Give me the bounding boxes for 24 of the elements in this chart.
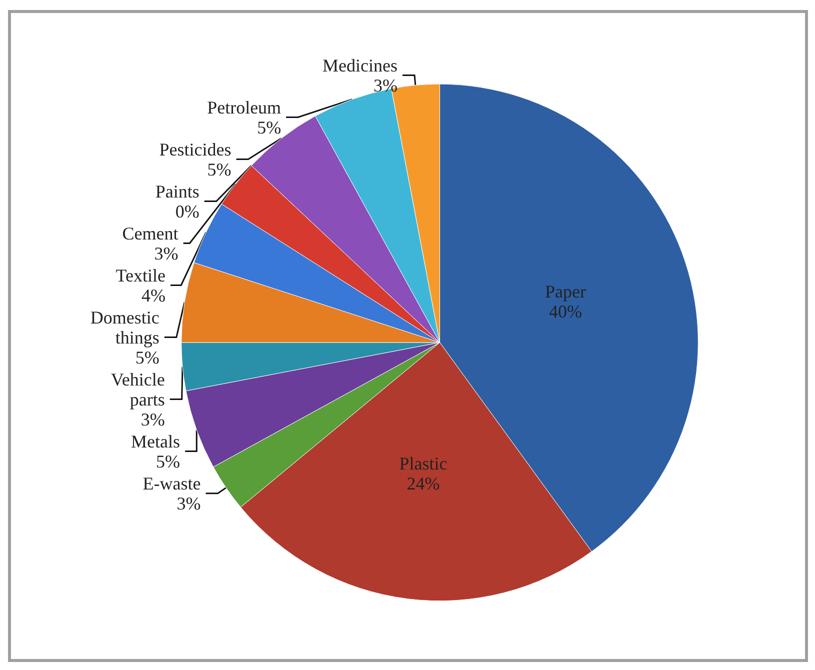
data-label: 5% (207, 159, 232, 180)
data-label: 40% (548, 302, 582, 322)
data-label: 5% (257, 117, 282, 138)
legend-label: Paints (155, 181, 200, 202)
slice-label: Paper (544, 282, 586, 302)
data-label: 4% (142, 285, 166, 306)
slice-label: Petroleum (207, 97, 282, 118)
slice-label: Vehicle parts (110, 369, 165, 410)
data-label: 24% (406, 474, 440, 494)
data-label: 3% (176, 493, 201, 514)
data-label: 3% (374, 75, 398, 96)
slice-label: Domestic things (90, 307, 160, 348)
data-label: 5% (135, 347, 160, 368)
text: 0% (175, 201, 200, 222)
data-label: 3% (140, 409, 165, 430)
slice-label: Pesticides (159, 139, 232, 160)
data-label: 5% (156, 451, 180, 472)
slice-label: Medicines (322, 55, 398, 76)
slice-label: Cement (122, 223, 178, 244)
slice-label: Plastic (399, 454, 448, 474)
slice-label: E-waste (142, 473, 201, 494)
data-label: 3% (154, 243, 178, 264)
slice-label: Textile (116, 265, 166, 286)
slice-label: Metals (131, 431, 180, 452)
